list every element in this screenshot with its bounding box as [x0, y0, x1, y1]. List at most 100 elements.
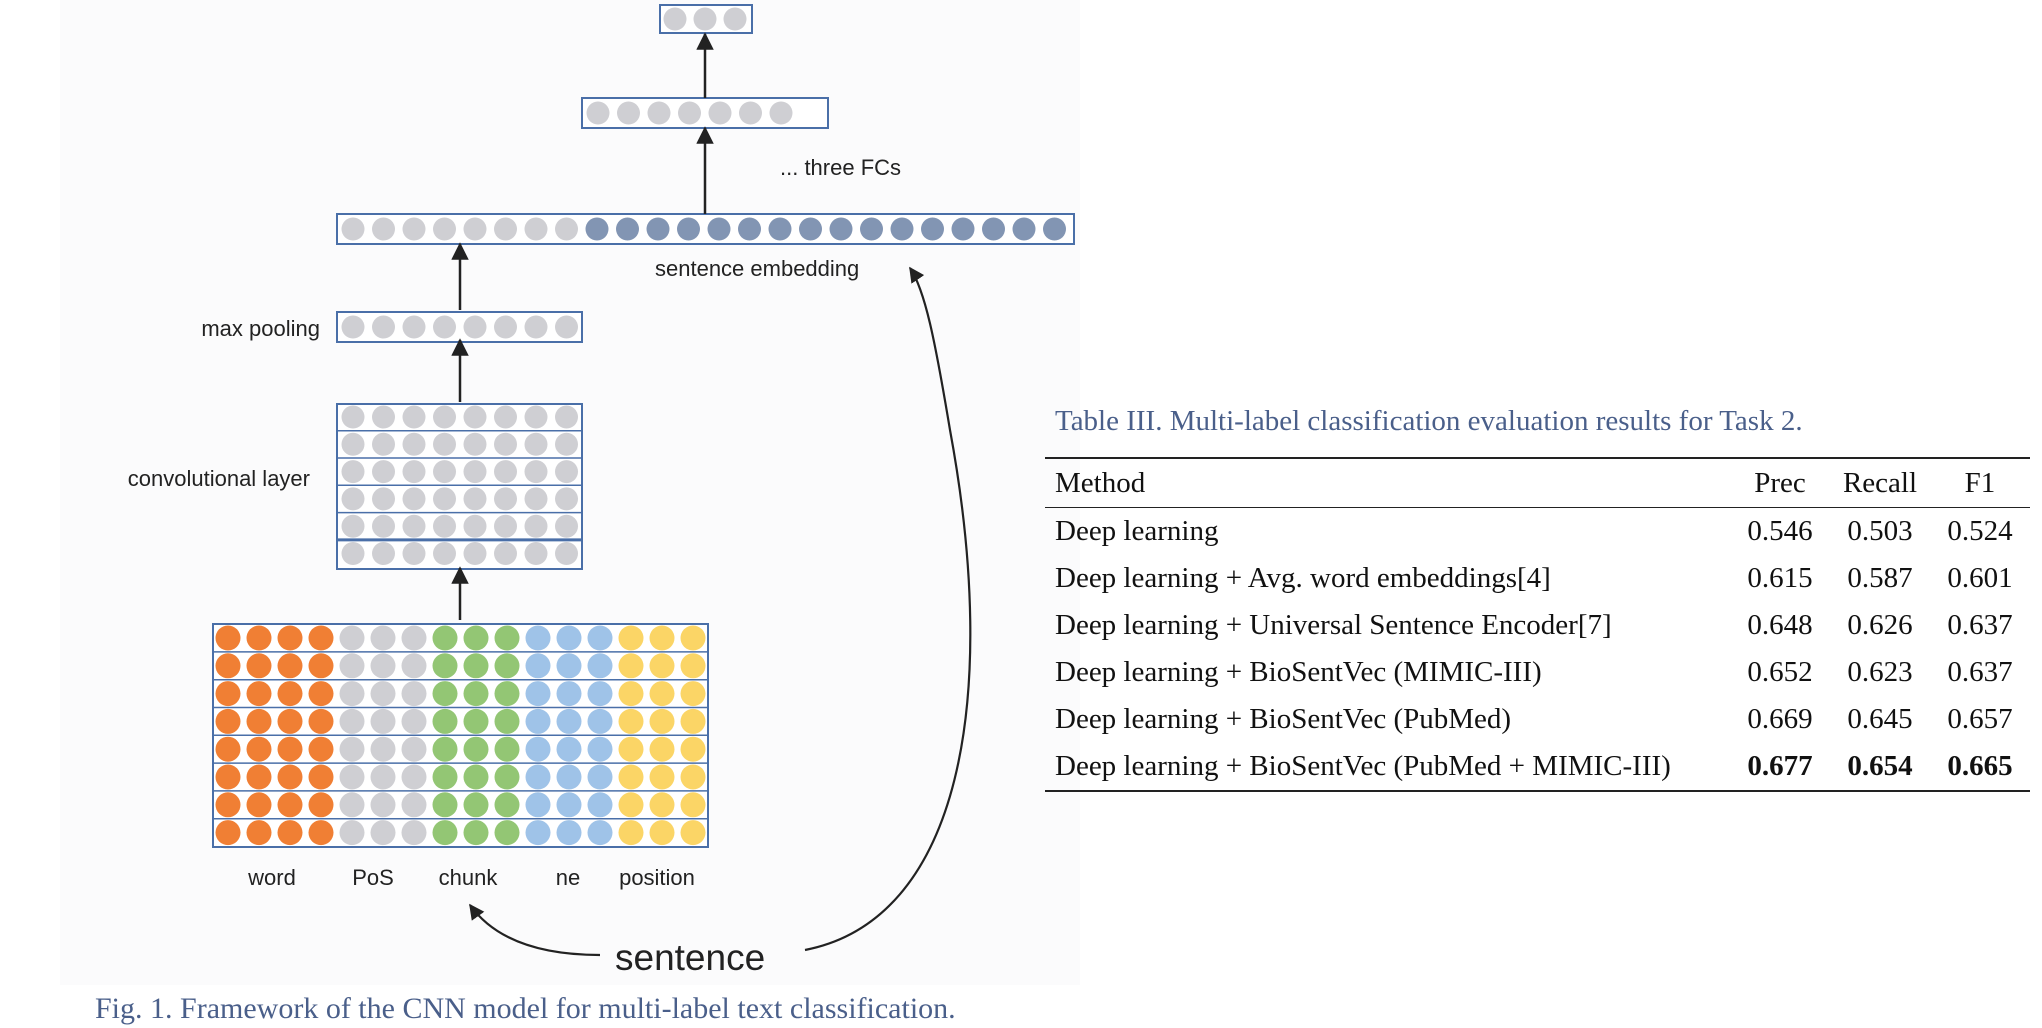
- input-feature-neuron: [432, 681, 458, 707]
- input-feature-neuron: [649, 708, 675, 734]
- embedding-neuron: [524, 217, 548, 241]
- input-feature-neuron: [556, 792, 582, 818]
- conv-neuron: [555, 405, 578, 429]
- conv-neuron: [524, 542, 548, 565]
- input-feature-neuron: [649, 625, 675, 651]
- header-method: Method: [1045, 457, 1730, 508]
- input-feature-neuron: [587, 820, 613, 846]
- f1-cell: 0.637: [1947, 656, 2013, 688]
- input-feature-neuron: [308, 736, 334, 762]
- prec-cell: 0.652: [1747, 656, 1813, 688]
- input-feature-neuron: [463, 625, 489, 651]
- fc-neuron: [678, 101, 701, 125]
- input-feature-neuron: [587, 625, 613, 651]
- cnn-framework-figure: ... three FCs sentence embedding max poo…: [127, 4, 1075, 978]
- method-cell: Deep learning + Universal Sentence Encod…: [1055, 609, 1612, 641]
- conv-neuron: [494, 487, 517, 511]
- input-feature-neuron: [494, 792, 520, 818]
- conv-neuron: [463, 405, 487, 429]
- input-feature-neuron: [246, 792, 272, 818]
- output-neuron: [663, 7, 687, 31]
- recall-cell: 0.645: [1847, 703, 1913, 735]
- f1-cell: 0.524: [1947, 515, 2013, 547]
- max-pooling-neuron: [494, 315, 517, 339]
- input-feature-neuron: [401, 625, 427, 651]
- conv-neuron: [555, 487, 578, 511]
- embedding-neuron: [494, 217, 517, 241]
- input-feature-neuron: [215, 764, 241, 790]
- input-feature-neuron: [463, 792, 489, 818]
- input-feature-neuron: [680, 792, 706, 818]
- conv-neuron: [494, 542, 517, 565]
- prec-cell-best: 0.677: [1730, 743, 1830, 792]
- input-feature-neuron: [649, 736, 675, 762]
- input-feature-neuron: [339, 820, 365, 846]
- input-feature-neuron: [246, 681, 272, 707]
- input-feature-neuron: [463, 708, 489, 734]
- embedding-neuron: [463, 217, 487, 241]
- conv-neuron: [433, 487, 456, 511]
- input-feature-neuron: [556, 820, 582, 846]
- input-feature-neuron: [463, 653, 489, 679]
- conv-neuron: [402, 487, 426, 511]
- input-feature-neuron: [215, 708, 241, 734]
- conv-neuron: [433, 514, 456, 538]
- fc-neuron: [617, 101, 640, 125]
- recall-cell: 0.503: [1847, 515, 1913, 547]
- chunk-label: chunk: [439, 865, 499, 890]
- conv-neuron: [372, 487, 395, 511]
- input-feature-neuron: [246, 653, 272, 679]
- input-feature-neuron: [339, 736, 365, 762]
- embedding-neuron: [707, 217, 731, 241]
- method-cell: Deep learning: [1055, 515, 1219, 547]
- max-pooling-neuron: [433, 315, 456, 339]
- method-cell: Deep learning + BioSentVec (PubMed): [1055, 703, 1512, 735]
- input-feature-neuron: [432, 653, 458, 679]
- fc-neuron: [739, 101, 762, 125]
- max-pooling-neuron: [555, 315, 578, 339]
- input-feature-neuron: [463, 736, 489, 762]
- input-feature-neuron: [463, 681, 489, 707]
- method-cell: Deep learning + BioSentVec (PubMed + MIM…: [1045, 743, 1730, 792]
- input-feature-neuron: [277, 820, 303, 846]
- convolutional-layer-label: convolutional layer: [128, 466, 310, 491]
- input-feature-neuron: [339, 792, 365, 818]
- input-feature-neuron: [246, 736, 272, 762]
- input-feature-neuron: [680, 764, 706, 790]
- embedding-neuron: [646, 217, 670, 241]
- input-feature-neuron: [401, 736, 427, 762]
- input-feature-neuron: [370, 625, 396, 651]
- convolutional-layer: [336, 403, 583, 570]
- input-feature-neuron: [339, 625, 365, 651]
- input-feature-neuron: [370, 653, 396, 679]
- input-feature-neuron: [215, 736, 241, 762]
- input-feature-neuron: [525, 736, 551, 762]
- input-feature-neuron: [339, 681, 365, 707]
- conv-neuron: [463, 542, 487, 565]
- embedding-neuron: [372, 217, 395, 241]
- conv-neuron: [372, 405, 395, 429]
- prec-cell: 0.648: [1747, 609, 1813, 641]
- conv-neuron: [524, 487, 548, 511]
- input-feature-neuron: [649, 792, 675, 818]
- input-feature-neuron: [432, 708, 458, 734]
- input-feature-neuron: [401, 820, 427, 846]
- input-feature-neuron: [494, 625, 520, 651]
- input-feature-neuron: [215, 792, 241, 818]
- embedding-neuron: [677, 217, 700, 241]
- input-feature-neuron: [649, 653, 675, 679]
- input-feature-neuron: [525, 653, 551, 679]
- input-feature-neuron: [680, 653, 706, 679]
- recall-cell: 0.587: [1847, 562, 1913, 594]
- recall-cell: 0.626: [1847, 609, 1913, 641]
- sentence-embedding-layer: [336, 213, 1075, 245]
- max-pooling-layer: [336, 311, 583, 343]
- input-feature-neuron: [308, 653, 334, 679]
- input-feature-neuron: [401, 681, 427, 707]
- input-feature-neuron: [680, 681, 706, 707]
- input-feature-neuron: [277, 736, 303, 762]
- output-layer: [659, 4, 753, 34]
- f1-cell: 0.637: [1947, 609, 2013, 641]
- table-row: Deep learning + Universal Sentence Encod…: [1045, 602, 2030, 649]
- embedding-neuron: [433, 217, 456, 241]
